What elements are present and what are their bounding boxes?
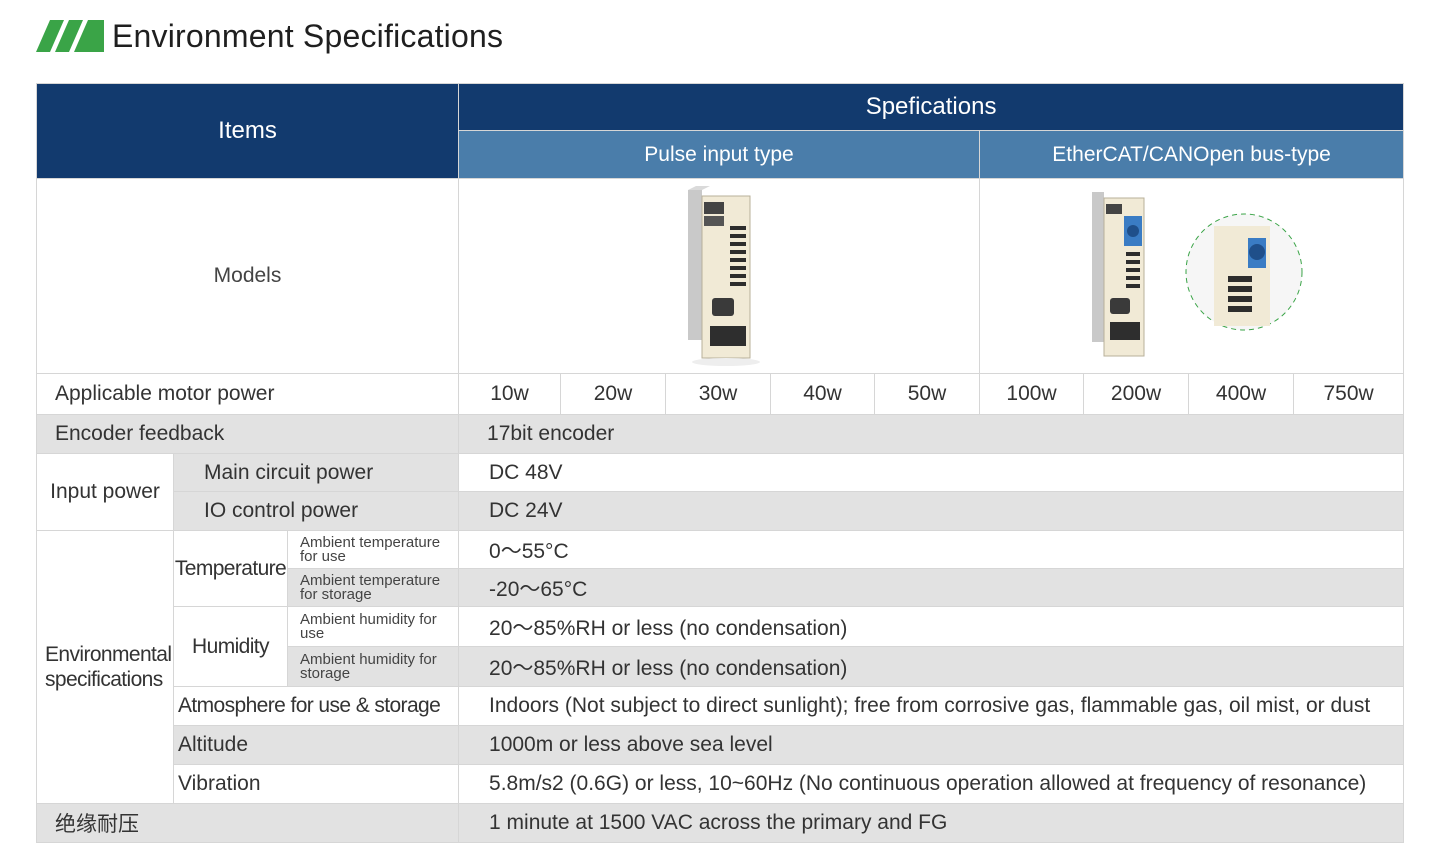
main-circuit-label: Main circuit power bbox=[172, 453, 460, 492]
pulse-input-type-header: Pulse input type bbox=[458, 130, 981, 179]
io-control-value: DC 24V bbox=[458, 491, 1405, 531]
motor-power-cell: 200w bbox=[1083, 373, 1190, 415]
stripes-logo-icon bbox=[36, 20, 104, 52]
specifications-table: Items Spefications Pulse input type Ethe… bbox=[35, 83, 1405, 843]
page-header: Environment Specifications bbox=[36, 14, 503, 58]
bus-drive-image bbox=[979, 178, 1405, 374]
atmosphere-label: Atmosphere for use & storage bbox=[172, 686, 460, 726]
motor-power-cell: 20w bbox=[560, 373, 667, 415]
specifications-header: Spefications bbox=[458, 83, 1405, 131]
models-label: Models bbox=[35, 178, 460, 374]
hum-storage-value: 20～85%RH or less (no condensation) bbox=[458, 646, 1405, 687]
bus-type-header: EtherCAT/CANOpen bus-type bbox=[979, 130, 1405, 179]
io-control-label: IO control power bbox=[172, 491, 460, 531]
items-header: Items bbox=[35, 83, 460, 179]
altitude-value: 1000m or less above sea level bbox=[458, 725, 1405, 765]
insulation-value: 1 minute at 1500 VAC across the primary … bbox=[458, 803, 1405, 843]
insulation-label: 绝缘耐压 bbox=[35, 803, 460, 843]
page-title: Environment Specifications bbox=[112, 17, 504, 54]
temp-use-value: 0～55°C bbox=[458, 530, 1405, 569]
motor-power-cell: 10w bbox=[458, 373, 562, 415]
motor-power-cell: 50w bbox=[874, 373, 981, 415]
encoder-value: 17bit encoder bbox=[458, 414, 1405, 454]
temp-use-label: Ambient temperature for use bbox=[286, 530, 460, 569]
motor-power-label: Applicable motor power bbox=[35, 373, 460, 415]
motor-power-cell: 100w bbox=[979, 373, 1085, 415]
hum-use-label: Ambient humidity for use bbox=[286, 606, 460, 647]
temp-storage-label: Ambient temperature for storage bbox=[286, 568, 460, 607]
motor-power-cell: 750w bbox=[1293, 373, 1405, 415]
temperature-label: Temperature bbox=[173, 530, 288, 607]
main-circuit-value: DC 48V bbox=[458, 453, 1405, 492]
atmosphere-value: Indoors (Not subject to direct sunlight)… bbox=[458, 686, 1405, 726]
hum-storage-label: Ambient humidity for storage bbox=[286, 646, 460, 687]
humidity-label: Humidity bbox=[173, 606, 288, 687]
pulse-drive-image bbox=[458, 178, 981, 374]
motor-power-cell: 30w bbox=[665, 373, 772, 415]
encoder-label: Encoder feedback bbox=[35, 414, 460, 454]
temp-storage-value: -20～65°C bbox=[458, 568, 1405, 607]
altitude-label: Altitude bbox=[172, 725, 460, 765]
input-power-label: Input power bbox=[36, 453, 174, 531]
hum-use-value: 20～85%RH or less (no condensation) bbox=[458, 606, 1405, 647]
vibration-label: Vibration bbox=[172, 764, 460, 804]
environmental-specifications-label: Environmental specifications bbox=[36, 530, 174, 804]
motor-power-cell: 400w bbox=[1188, 373, 1295, 415]
vibration-value: 5.8m/s2 (0.6G) or less, 10~60Hz (No cont… bbox=[458, 764, 1405, 804]
motor-power-cell: 40w bbox=[770, 373, 876, 415]
